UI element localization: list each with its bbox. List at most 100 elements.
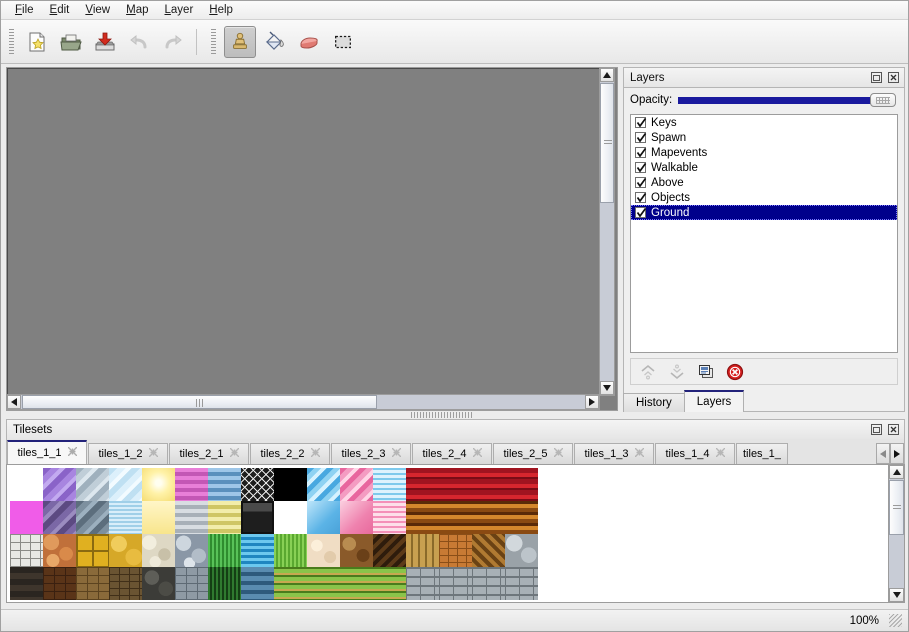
bucket-fill-button[interactable] — [260, 27, 290, 57]
tile-pink-ripple[interactable] — [373, 501, 406, 534]
layer-row-keys[interactable]: Keys — [631, 115, 897, 130]
tile-empty[interactable] — [274, 501, 307, 534]
tileset-tab-close-icon[interactable] — [310, 447, 321, 460]
toolbar-drag-handle[interactable] — [8, 28, 15, 55]
opacity-slider[interactable] — [678, 93, 896, 107]
layer-visibility-checkbox[interactable] — [635, 132, 647, 143]
tile-red-plank-edge[interactable] — [472, 468, 505, 501]
map-grid[interactable] — [7, 68, 607, 400]
tile-pink-diag-soft[interactable] — [340, 501, 373, 534]
tileset-tab-tiles_2_4[interactable]: tiles_2_4 — [412, 443, 492, 464]
map-scroll-right-button[interactable] — [585, 395, 599, 409]
tile-brown-brick[interactable] — [43, 567, 76, 600]
tile-dirt-rough[interactable] — [340, 534, 373, 567]
tile-ice-diag[interactable] — [109, 468, 142, 501]
tile-gold-cobble[interactable] — [109, 534, 142, 567]
tileset-tab-tiles_1_partial[interactable]: tiles_1_ — [736, 443, 788, 464]
map-hscroll-thumb[interactable] — [22, 395, 377, 409]
tile-grass-row[interactable] — [340, 567, 373, 600]
layer-row-spawn[interactable]: Spawn — [631, 130, 897, 145]
map-horizontal-scrollbar[interactable] — [6, 394, 600, 410]
tile-red-plank[interactable] — [406, 468, 439, 501]
layer-visibility-checkbox[interactable] — [635, 147, 647, 158]
tileset-tab-close-icon[interactable] — [391, 447, 402, 460]
tile-sand-cobble[interactable] — [142, 534, 175, 567]
layer-visibility-checkbox[interactable] — [635, 192, 647, 203]
tile-gray-pebble[interactable] — [505, 534, 538, 567]
tile-grass-dark[interactable] — [208, 567, 241, 600]
tile-orange-brick[interactable] — [439, 534, 472, 567]
tile-dark-brick-diag[interactable] — [373, 534, 406, 567]
tile-steel-diag-dark[interactable] — [76, 501, 109, 534]
tile-gold-tile[interactable] — [76, 534, 109, 567]
menu-layer[interactable]: Layer — [164, 4, 194, 16]
layer-row-walkable[interactable]: Walkable — [631, 160, 897, 175]
tilesets-dock-float-button[interactable] — [869, 423, 883, 436]
layer-visibility-checkbox[interactable] — [635, 117, 647, 128]
tileset-tile-palette[interactable] — [6, 464, 905, 603]
tile-yellow-soft[interactable] — [142, 501, 175, 534]
tileset-vertical-scrollbar[interactable] — [888, 465, 904, 602]
tile-herringbone-wood[interactable] — [472, 534, 505, 567]
tileset-tab-scroll-right-button[interactable] — [890, 443, 904, 464]
tab-layers[interactable]: Layers — [683, 390, 745, 412]
map-scroll-left-button[interactable] — [7, 395, 21, 409]
tileset-tab-close-icon[interactable] — [67, 446, 78, 459]
tile-magenta[interactable] — [10, 501, 43, 534]
layer-row-above[interactable]: Above — [631, 175, 897, 190]
tile-grass-row[interactable] — [274, 567, 307, 600]
tile-wood-vertical[interactable] — [406, 534, 439, 567]
tileset-tab-tiles_2_2[interactable]: tiles_2_2 — [250, 443, 330, 464]
map-vscroll-thumb[interactable] — [600, 83, 614, 203]
tile-orange-plank[interactable] — [472, 501, 505, 534]
tileset-tab-tiles_2_5[interactable]: tiles_2_5 — [493, 443, 573, 464]
tile-red-plank-edge[interactable] — [505, 468, 538, 501]
menu-view[interactable]: View — [85, 4, 111, 16]
tile-stone-block[interactable] — [109, 567, 142, 600]
tileset-tab-tiles_1_1[interactable]: tiles_1_1 — [7, 440, 87, 464]
tileset-tab-close-icon[interactable] — [715, 447, 726, 460]
tile-orange-plank[interactable] — [406, 501, 439, 534]
tile-orange-plank[interactable] — [439, 501, 472, 534]
tile-ice-ripple[interactable] — [109, 501, 142, 534]
tileset-tab-tiles_1_2[interactable]: tiles_1_2 — [88, 443, 168, 464]
tileset-tab-scroll-left-button[interactable] — [876, 443, 890, 464]
open-map-button[interactable] — [56, 27, 86, 57]
tile-gray-cobble[interactable] — [175, 534, 208, 567]
new-map-button[interactable] — [22, 27, 52, 57]
tab-history[interactable]: History — [623, 393, 685, 412]
tile-grid[interactable] — [10, 468, 538, 600]
toolbar-drag-handle-2[interactable] — [210, 28, 217, 55]
tile-metal-plate[interactable] — [241, 501, 274, 534]
tileset-tab-close-icon[interactable] — [148, 447, 159, 460]
layer-row-mapevents[interactable]: Mapevents — [631, 145, 897, 160]
duplicate-layer-button[interactable] — [697, 363, 715, 381]
tileset-scroll-up-button[interactable] — [889, 465, 904, 479]
layer-visibility-checkbox[interactable] — [635, 162, 647, 173]
tile-blue-stone[interactable] — [241, 567, 274, 600]
menu-file[interactable]: File — [15, 4, 34, 16]
tile-gray-brick-wall[interactable] — [406, 567, 439, 600]
tile-black[interactable] — [274, 468, 307, 501]
eraser-button[interactable] — [294, 27, 324, 57]
save-map-button[interactable] — [90, 27, 120, 57]
undo-button[interactable] — [124, 27, 154, 57]
stamp-brush-button[interactable] — [224, 25, 256, 58]
tileset-tab-tiles_1_3[interactable]: tiles_1_3 — [574, 443, 654, 464]
move-layer-up-button[interactable] — [639, 363, 657, 381]
menu-edit[interactable]: Edit — [49, 4, 70, 16]
tile-dark-wood-wall[interactable] — [10, 567, 43, 600]
tileset-tab-close-icon[interactable] — [472, 447, 483, 460]
tileset-tab-close-icon[interactable] — [634, 447, 645, 460]
tile-cyan-ripple[interactable] — [373, 468, 406, 501]
redo-button[interactable] — [158, 27, 188, 57]
tile-gray-stripe[interactable] — [175, 501, 208, 534]
tile-cyan-diag-soft[interactable] — [307, 501, 340, 534]
tile-magenta-stripe[interactable] — [175, 468, 208, 501]
tileset-scroll-down-button[interactable] — [889, 588, 904, 602]
tile-purple-diag[interactable] — [43, 468, 76, 501]
tileset-tab-tiles_2_1[interactable]: tiles_2_1 — [169, 443, 249, 464]
tile-gray-brick-wall[interactable] — [439, 567, 472, 600]
tile-grass-bright[interactable] — [274, 534, 307, 567]
map-scroll-down-button[interactable] — [600, 381, 614, 395]
